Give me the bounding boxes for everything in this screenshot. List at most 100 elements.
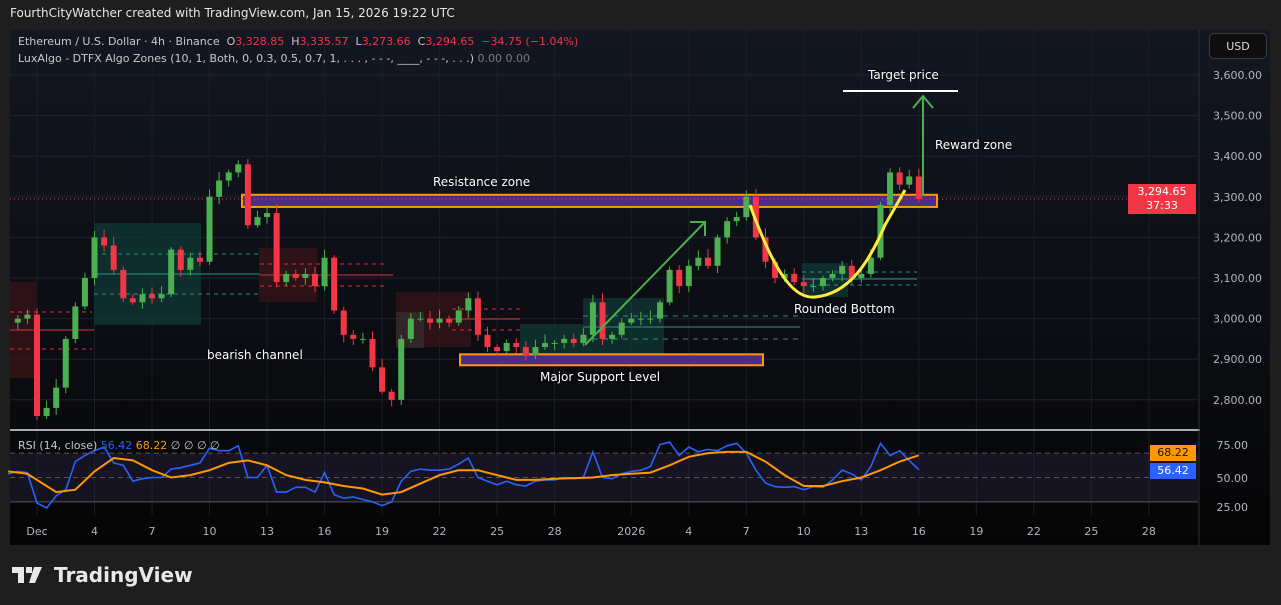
candle-body: [91, 237, 98, 278]
candle: [819, 275, 826, 291]
candle: [177, 245, 184, 277]
candle-body: [474, 298, 481, 335]
candle: [599, 293, 606, 345]
time-tick-label: 28: [1142, 525, 1156, 538]
candle: [158, 286, 165, 303]
candle: [101, 229, 108, 252]
candle-body: [685, 265, 692, 287]
candle-body: [858, 273, 865, 278]
close-label: C: [417, 35, 426, 48]
change-value: −34.75 (−1.04%): [481, 35, 579, 48]
candle: [465, 292, 472, 318]
candle-body: [915, 176, 922, 199]
candle-body: [522, 347, 529, 356]
candle-body: [570, 338, 577, 343]
candle-body: [819, 278, 826, 287]
time-tick-label: 10: [797, 525, 811, 538]
attribution-header: FourthCityWatcher created with TradingVi…: [10, 6, 455, 20]
rsi-value: 56.42: [100, 439, 133, 452]
price-tick-label: 3,600.00: [1213, 69, 1262, 82]
candle: [149, 287, 156, 304]
candle: [369, 331, 376, 371]
candle: [235, 160, 242, 178]
rsi-ma-tag: 68.22: [1150, 445, 1196, 461]
rsi-legend[interactable]: RSI (14, close) 56.42 68.22 ∅ ∅ ∅ ∅: [18, 439, 220, 452]
candle: [609, 331, 616, 344]
candle-body: [494, 347, 501, 352]
time-tick-label: 13: [854, 525, 868, 538]
candle: [81, 272, 88, 310]
symbol-legend: Ethereum / U.S. Dollar · 4h · Binance O3…: [18, 35, 578, 48]
candle-body: [311, 273, 318, 287]
candle-body: [551, 342, 558, 344]
candle-body: [465, 298, 472, 311]
candle: [91, 230, 98, 286]
candle: [264, 205, 271, 224]
price-tick-label: 3,400.00: [1213, 150, 1262, 163]
candle-body: [848, 265, 855, 278]
candle: [455, 306, 462, 326]
indicator-legend[interactable]: LuxAlgo - DTFX Algo Zones (10, 1, Both, …: [18, 52, 530, 65]
candle-body: [407, 318, 414, 339]
candle: [417, 312, 424, 322]
candle-body: [196, 257, 203, 262]
price-axis: 3,600.00 3,500.00 3,400.00 3,300.00 3,200.00…: [1213, 69, 1262, 407]
candle-body: [235, 164, 242, 173]
candle: [570, 333, 577, 348]
candle: [474, 291, 481, 341]
candle: [685, 259, 692, 292]
time-tick-label: 16: [318, 525, 332, 538]
time-tick-label: 19: [375, 525, 389, 538]
candle-body: [484, 334, 491, 348]
candle-body: [340, 310, 347, 335]
rsi-line: [8, 441, 920, 510]
candle-body: [887, 172, 894, 205]
candle-body: [781, 273, 788, 278]
candle-body: [264, 213, 271, 218]
candle-body: [896, 172, 903, 185]
candle: [398, 334, 405, 406]
candle-body: [149, 294, 156, 299]
price-tick-label: 3,200.00: [1213, 231, 1262, 244]
candle: [53, 379, 60, 415]
time-tick-label: 2026: [617, 525, 645, 538]
candle: [513, 338, 520, 354]
target-price-label: Target price: [868, 68, 939, 82]
bar-countdown: 37:33: [1146, 199, 1178, 212]
support-level-label: Major Support Level: [540, 370, 661, 384]
candle-body: [724, 221, 731, 238]
candle: [743, 190, 750, 221]
rsi-extra: ∅ ∅ ∅ ∅: [170, 439, 220, 452]
candle-body: [628, 318, 635, 323]
candle-body: [292, 273, 299, 278]
rsi-ma-value: 68.22: [135, 439, 168, 452]
time-tick-label: 19: [969, 525, 983, 538]
candle-body: [542, 342, 549, 348]
low-value: 3,273.66: [361, 35, 411, 48]
logo-text: TradingView: [54, 563, 193, 587]
candle-body: [72, 306, 79, 339]
candle-body: [906, 176, 913, 185]
candle: [542, 334, 549, 350]
candle: [839, 260, 846, 282]
candle: [187, 252, 194, 276]
candle-body: [676, 269, 683, 287]
candle: [62, 336, 69, 394]
candle-body: [762, 237, 769, 262]
candle: [254, 210, 261, 228]
candle-body: [839, 265, 846, 274]
candle-body: [772, 261, 779, 278]
tradingview-logo[interactable]: TradingView: [12, 563, 193, 587]
candle: [551, 340, 558, 350]
candle: [283, 270, 290, 287]
candle: [321, 249, 328, 291]
candle-body: [43, 407, 50, 417]
currency-button[interactable]: USD: [1209, 33, 1267, 59]
candle: [302, 268, 309, 285]
candle: [14, 314, 21, 330]
price-tick-label: 2,900.00: [1213, 353, 1262, 366]
candle: [206, 189, 213, 266]
price-tick-label: 3,300.00: [1213, 191, 1262, 204]
candle: [618, 318, 625, 339]
